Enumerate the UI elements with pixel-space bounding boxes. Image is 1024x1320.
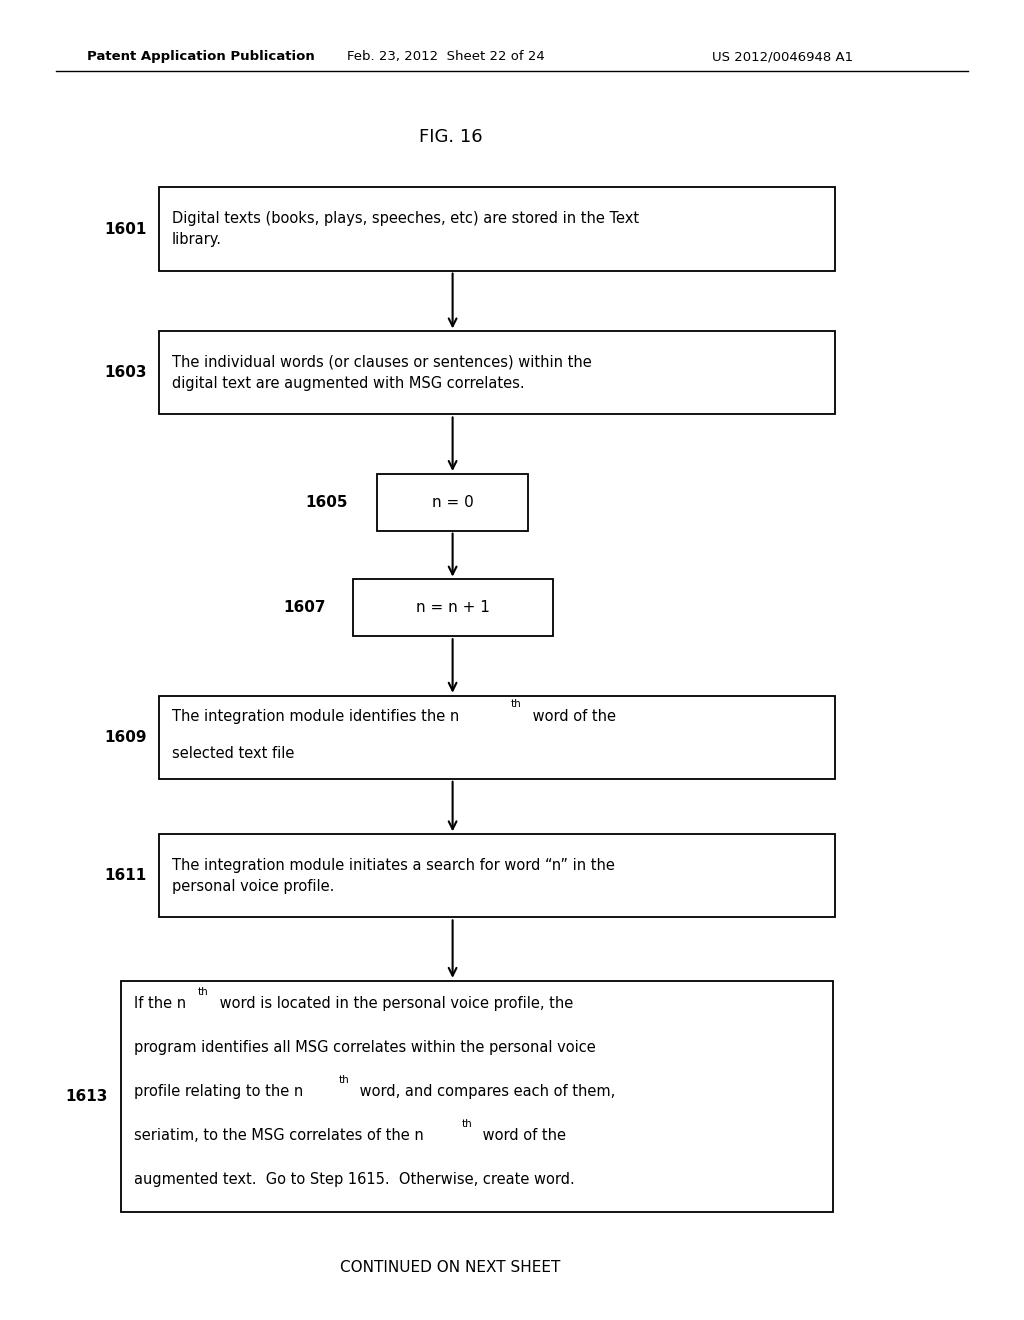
Text: 1605: 1605 xyxy=(305,495,348,510)
Text: 1603: 1603 xyxy=(103,366,146,380)
Text: selected text file: selected text file xyxy=(172,746,295,762)
Text: seriatim, to the MSG correlates of the n: seriatim, to the MSG correlates of the n xyxy=(134,1129,424,1143)
Text: th: th xyxy=(199,987,209,998)
Text: th: th xyxy=(339,1074,349,1085)
Text: word is located in the personal voice profile, the: word is located in the personal voice pr… xyxy=(215,997,572,1011)
Text: program identifies all MSG correlates within the personal voice: program identifies all MSG correlates wi… xyxy=(134,1040,596,1056)
Text: US 2012/0046948 A1: US 2012/0046948 A1 xyxy=(712,50,853,63)
Text: word, and compares each of them,: word, and compares each of them, xyxy=(355,1084,615,1100)
Text: 1613: 1613 xyxy=(66,1089,108,1104)
Bar xyxy=(353,579,553,636)
Bar xyxy=(159,187,835,271)
Text: CONTINUED ON NEXT SHEET: CONTINUED ON NEXT SHEET xyxy=(340,1259,561,1275)
Text: The integration module initiates a search for word “n” in the
personal voice pro: The integration module initiates a searc… xyxy=(172,858,614,894)
Text: n = n + 1: n = n + 1 xyxy=(416,601,490,615)
Text: word of the: word of the xyxy=(478,1129,566,1143)
Text: Patent Application Publication: Patent Application Publication xyxy=(87,50,314,63)
Text: If the n: If the n xyxy=(134,997,186,1011)
Text: augmented text.  Go to Step 1615.  Otherwise, create word.: augmented text. Go to Step 1615. Otherwi… xyxy=(134,1172,574,1187)
Text: th: th xyxy=(462,1119,472,1129)
Text: word of the: word of the xyxy=(528,709,616,723)
Text: th: th xyxy=(511,700,521,709)
Text: profile relating to the n: profile relating to the n xyxy=(134,1084,303,1100)
Bar xyxy=(159,834,835,917)
Text: The individual words (or clauses or sentences) within the
digital text are augme: The individual words (or clauses or sent… xyxy=(172,355,592,391)
Text: Feb. 23, 2012  Sheet 22 of 24: Feb. 23, 2012 Sheet 22 of 24 xyxy=(346,50,545,63)
Bar xyxy=(377,474,528,531)
Text: The integration module identifies the n: The integration module identifies the n xyxy=(172,709,460,723)
Text: 1607: 1607 xyxy=(283,601,326,615)
Text: n = 0: n = 0 xyxy=(432,495,473,510)
Bar xyxy=(159,696,835,779)
Text: 1601: 1601 xyxy=(104,222,146,236)
Text: Digital texts (books, plays, speeches, etc) are stored in the Text
library.: Digital texts (books, plays, speeches, e… xyxy=(172,211,639,247)
Text: FIG. 16: FIG. 16 xyxy=(419,128,482,147)
Text: 1611: 1611 xyxy=(104,869,146,883)
Bar xyxy=(159,331,835,414)
Bar xyxy=(121,981,833,1212)
Text: 1609: 1609 xyxy=(103,730,146,744)
